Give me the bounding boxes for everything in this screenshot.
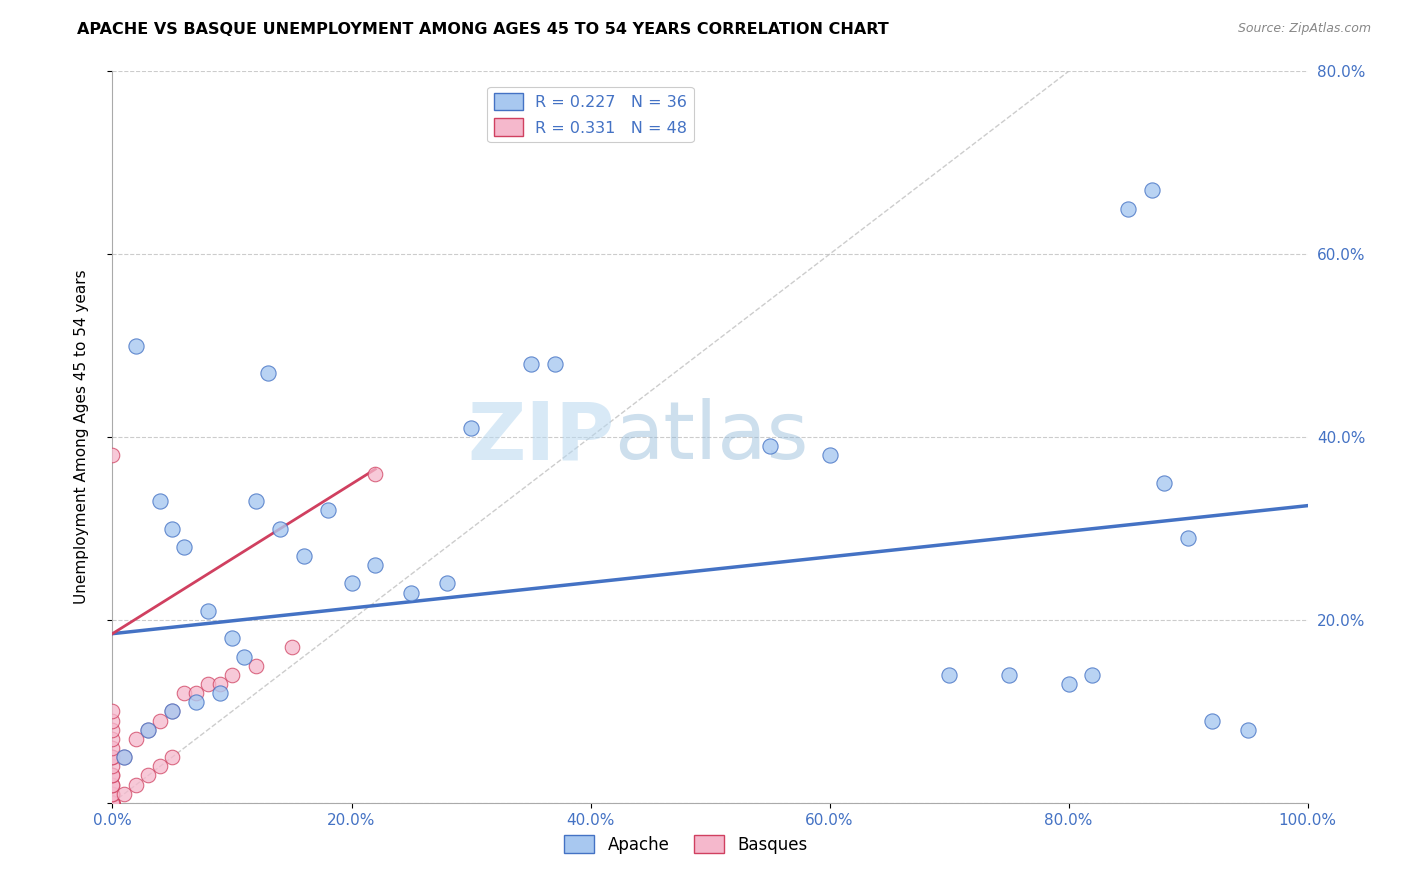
Point xyxy=(1201,714,1223,728)
Point xyxy=(149,714,172,728)
Point xyxy=(460,421,482,435)
Point xyxy=(245,658,267,673)
Point xyxy=(197,677,219,691)
Point xyxy=(1081,667,1104,681)
Point xyxy=(1177,531,1199,545)
Point xyxy=(114,750,135,764)
Point xyxy=(101,768,124,782)
Point xyxy=(340,576,363,591)
Point xyxy=(101,796,124,810)
Point xyxy=(818,448,841,462)
Point xyxy=(364,558,387,573)
Point xyxy=(221,632,243,646)
Point xyxy=(1057,677,1080,691)
Point xyxy=(1237,723,1260,737)
Point xyxy=(292,549,315,563)
Point xyxy=(233,649,256,664)
Point xyxy=(281,640,304,655)
Point xyxy=(186,695,208,709)
Point xyxy=(364,467,387,481)
Point xyxy=(114,787,135,801)
Point xyxy=(543,357,565,371)
Point xyxy=(209,686,232,700)
Point xyxy=(114,750,135,764)
Point xyxy=(101,787,124,801)
Point xyxy=(998,667,1021,681)
Point xyxy=(101,796,124,810)
Point xyxy=(245,494,267,508)
Point xyxy=(101,796,124,810)
Point xyxy=(101,723,124,737)
Point xyxy=(101,796,124,810)
Point xyxy=(162,705,183,719)
Y-axis label: Unemployment Among Ages 45 to 54 years: Unemployment Among Ages 45 to 54 years xyxy=(75,269,89,605)
Point xyxy=(101,778,124,792)
Point xyxy=(938,667,960,681)
Point xyxy=(316,503,339,517)
Point xyxy=(173,540,195,554)
Point xyxy=(101,778,124,792)
Point xyxy=(162,521,183,535)
Point xyxy=(101,796,124,810)
Point xyxy=(101,740,124,755)
Point xyxy=(101,796,124,810)
Point xyxy=(257,366,280,380)
Point xyxy=(173,686,195,700)
Point xyxy=(138,723,160,737)
Point xyxy=(101,796,124,810)
Point xyxy=(1153,475,1175,490)
Point xyxy=(209,677,232,691)
Point xyxy=(162,705,183,719)
Point xyxy=(759,439,782,453)
Point xyxy=(101,750,124,764)
Point xyxy=(101,759,124,773)
Point xyxy=(162,750,183,764)
Point xyxy=(138,723,160,737)
Point xyxy=(101,796,124,810)
Point xyxy=(101,714,124,728)
Point xyxy=(101,796,124,810)
Point xyxy=(101,448,124,462)
Text: APACHE VS BASQUE UNEMPLOYMENT AMONG AGES 45 TO 54 YEARS CORRELATION CHART: APACHE VS BASQUE UNEMPLOYMENT AMONG AGES… xyxy=(77,22,889,37)
Text: atlas: atlas xyxy=(614,398,808,476)
Point xyxy=(197,604,219,618)
Point xyxy=(101,731,124,746)
Point xyxy=(125,338,148,352)
Text: ZIP: ZIP xyxy=(467,398,614,476)
Point xyxy=(125,731,148,746)
Point xyxy=(149,494,172,508)
Point xyxy=(1118,202,1140,216)
Point xyxy=(101,796,124,810)
Point xyxy=(101,750,124,764)
Point xyxy=(101,787,124,801)
Point xyxy=(101,705,124,719)
Point xyxy=(101,796,124,810)
Point xyxy=(125,778,148,792)
Point xyxy=(138,768,160,782)
Point xyxy=(520,357,543,371)
Point xyxy=(101,796,124,810)
Point xyxy=(101,796,124,810)
Point xyxy=(101,768,124,782)
Text: Source: ZipAtlas.com: Source: ZipAtlas.com xyxy=(1237,22,1371,36)
Point xyxy=(1142,183,1164,197)
Point xyxy=(221,667,243,681)
Legend: Apache, Basques: Apache, Basques xyxy=(558,829,814,860)
Point xyxy=(101,796,124,810)
Point xyxy=(401,585,423,599)
Point xyxy=(101,796,124,810)
Point xyxy=(436,576,458,591)
Point xyxy=(269,521,291,535)
Point xyxy=(186,686,208,700)
Point xyxy=(149,759,172,773)
